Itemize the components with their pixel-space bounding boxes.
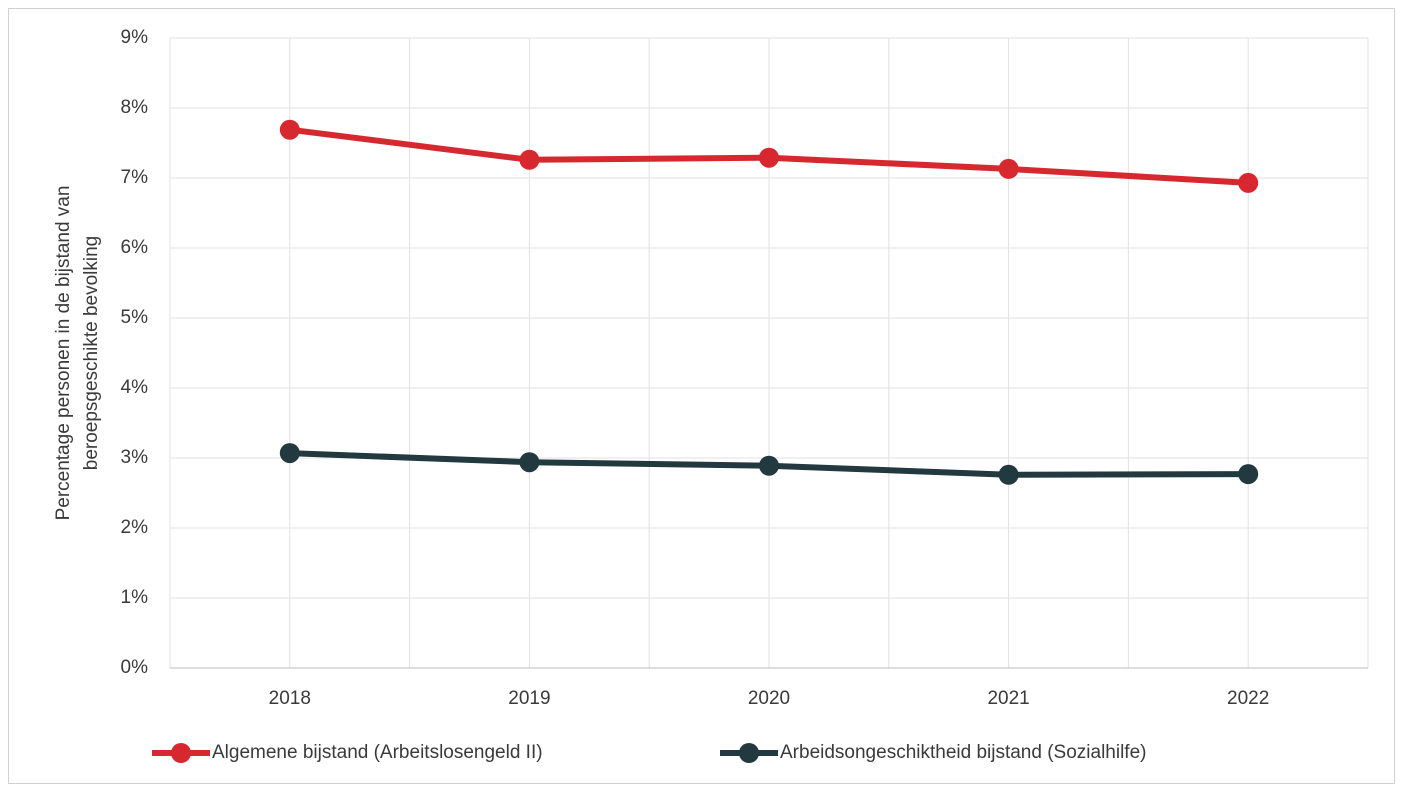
y-tick-label: 4% xyxy=(121,377,149,398)
x-tick-label: 2022 xyxy=(1227,688,1269,709)
legend-label: Algemene bijstand (Arbeitslosengeld II) xyxy=(212,742,543,763)
data-point xyxy=(998,158,1019,179)
data-point xyxy=(279,119,300,140)
legend-marker xyxy=(171,743,191,763)
y-tick-label: 7% xyxy=(121,167,149,188)
data-point xyxy=(519,452,540,473)
y-tick-label: 8% xyxy=(121,97,149,118)
x-tick-label: 2018 xyxy=(269,688,311,709)
y-tick-label: 3% xyxy=(121,447,149,468)
y-tick-label: 2% xyxy=(121,517,149,538)
y-tick-label: 1% xyxy=(121,587,149,608)
legend-label: Arbeidsongeschiktheid bijstand (Sozialhi… xyxy=(780,742,1146,763)
y-axis-label: Percentage personen in de bijstand van xyxy=(53,186,74,521)
data-point xyxy=(759,455,779,476)
data-point xyxy=(998,464,1019,485)
y-tick-label: 0% xyxy=(121,657,149,678)
y-tick-label: 6% xyxy=(121,237,149,258)
data-point xyxy=(279,443,300,464)
x-tick-label: 2019 xyxy=(508,688,550,709)
x-tick-label: 2021 xyxy=(987,688,1029,709)
y-tick-label: 9% xyxy=(121,27,149,48)
data-point xyxy=(1238,172,1259,193)
y-axis-label: beroepsgeschikte bevolking xyxy=(81,236,102,471)
x-tick-label: 2020 xyxy=(748,688,790,709)
data-point xyxy=(759,147,779,168)
data-point xyxy=(519,149,540,170)
chart-border xyxy=(8,8,1395,784)
legend-marker xyxy=(739,743,759,763)
data-point xyxy=(1238,464,1259,485)
y-tick-label: 5% xyxy=(121,307,149,328)
